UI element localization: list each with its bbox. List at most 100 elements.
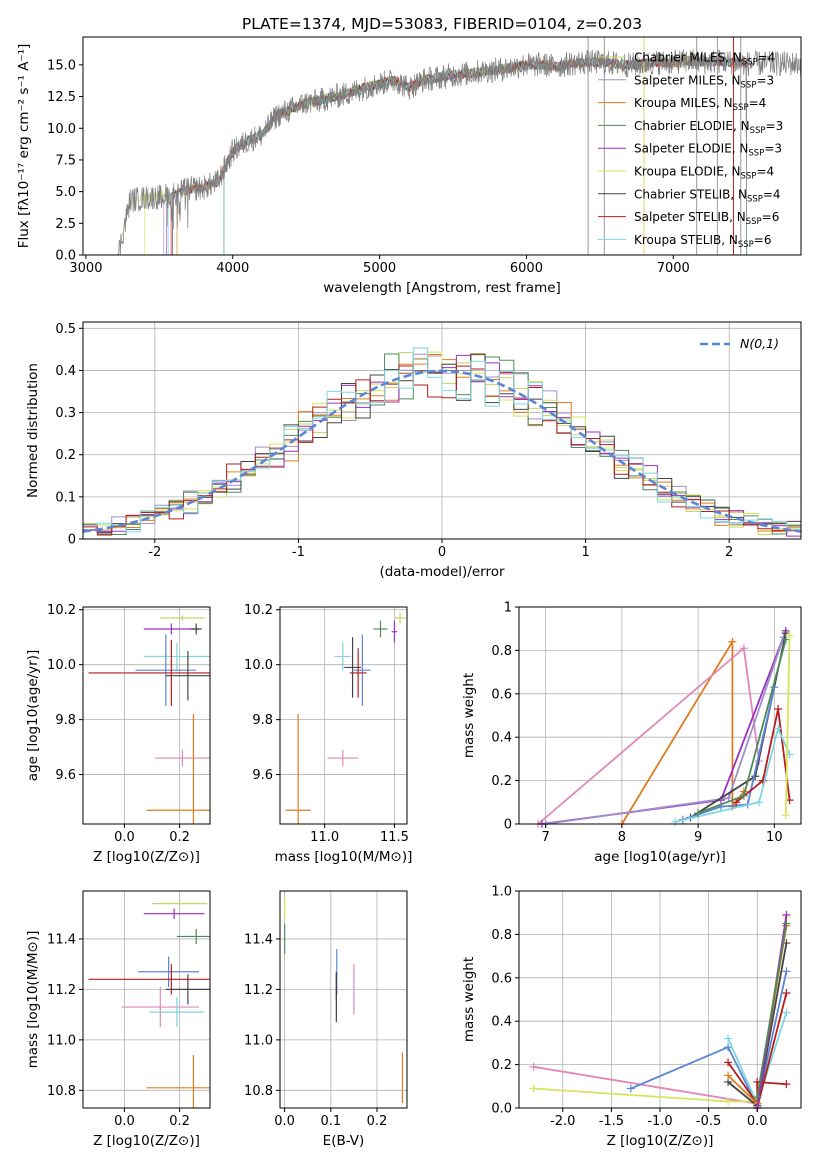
y-tick-label: 9.6 [252, 768, 273, 783]
gaussian-curve [82, 369, 802, 533]
legend-label-n: =4 [756, 165, 774, 179]
weight-marker [694, 809, 703, 818]
x-tick-label: -2 [148, 545, 161, 560]
y-tick-label: 11.2 [47, 983, 76, 998]
weight-marker [724, 1071, 733, 1080]
mass-vs-ebv-panel: 0.0 0.1 0.2 10.8 11.0 11.2 11.4 E(B-V) [244, 890, 408, 1149]
weight-line [621, 638, 745, 825]
error-bars [284, 898, 403, 1103]
weight-lines [529, 910, 791, 1112]
axes-frame: 7 8 9 10 0 0.2 0.4 0.6 0.8 1 age [log10(age/yr)] ma… [461, 601, 802, 865]
y-axis-label: Flux [fλ10⁻¹⁷ erg cm⁻² s⁻¹ A⁻¹] [16, 44, 32, 249]
legend-label-sub: SSP [738, 240, 754, 250]
axes-frame: 11.0 11.5 9.6 9.8 10.0 10.2 mass [log10(M/M⊙)] [244, 603, 412, 865]
y-tick-label: 11.4 [244, 932, 273, 947]
axes-border [82, 606, 211, 825]
axes-frame: 0.0 0.2 9.6 9.8 10.0 10.2 Z [log10(Z/Z⊙)] age [… [25, 603, 211, 865]
plot-area [88, 901, 210, 1108]
y-tick-label: 10.0 [47, 122, 76, 137]
axes-border [82, 36, 802, 256]
y-tick-label: 11.0 [47, 1033, 76, 1048]
legend-label-name: Chabrier MILES, N [634, 51, 742, 65]
x-tick-label: 0.0 [114, 830, 135, 845]
x-tick-label: 11.0 [310, 830, 339, 845]
legend-label-name: Chabrier STELIB, N [634, 187, 747, 201]
legend-label: Salpeter STELIB, NSSP=6 [634, 210, 779, 227]
plot-area [529, 910, 791, 1112]
weight-marker [724, 1097, 733, 1106]
axes-frame: 0.0 0.1 0.2 10.8 11.0 11.2 11.4 E(B-V) [244, 890, 408, 1149]
age-vs-metallicity-panel: 0.0 0.2 9.6 9.8 10.0 10.2 Z [log10(Z/Z⊙)] age [… [25, 603, 211, 865]
y-axis-label: mass [log10(M/M⊙)] [25, 931, 41, 1069]
x-tick-label: 9 [694, 830, 702, 845]
x-axis-label: age [log10(age/yr)] [594, 849, 726, 865]
mass-vs-metallicity-panel: 0.0 0.2 10.8 11.0 11.2 11.4 Z [log10(Z/Z⊙)] mas… [25, 890, 211, 1149]
weight-marker [739, 791, 748, 800]
weight-marker [724, 1034, 733, 1043]
y-tick-label: 0.2 [55, 448, 76, 463]
y-tick-label: 0.8 [491, 644, 512, 659]
x-tick-label: -1.0 [647, 1114, 672, 1129]
y-tick-label: 0.8 [491, 928, 512, 943]
plot-area: N(0,1) [82, 336, 802, 537]
weight-marker [782, 1008, 791, 1017]
plot-area [285, 612, 406, 824]
legend-label-n: =6 [754, 233, 772, 247]
weight-line [756, 923, 788, 1098]
age-vs-mass-panel: 11.0 11.5 9.6 9.8 10.0 10.2 mass [log10(M/M⊙)] [244, 603, 412, 865]
x-tick-label: 0.1 [320, 1114, 341, 1129]
y-tick-label: 10.0 [244, 658, 273, 673]
histograms: N(0,1) [82, 336, 802, 537]
legend-label-n: =4 [758, 51, 776, 65]
x-tick-label: 5000 [363, 261, 396, 276]
legend-label: Chabrier ELODIE, NSSP=3 [634, 119, 783, 136]
legend-label-sub: SSP [748, 149, 764, 159]
x-tick-label: 2 [725, 545, 733, 560]
y-tick-label: 10.8 [244, 1084, 273, 1099]
x-tick-label: 8 [618, 830, 626, 845]
y-tick-label: 0 [68, 533, 76, 548]
x-tick-label: 6000 [510, 261, 543, 276]
legend-label-name: Salpeter MILES, N [634, 73, 741, 87]
y-tick-label: 10.8 [47, 1084, 76, 1099]
plot-area [534, 626, 794, 828]
weight-line [674, 725, 791, 823]
y-axis-label: Normed distribution [25, 363, 41, 498]
legend-label-n: =4 [763, 187, 781, 201]
x-tick-label: 3000 [69, 261, 102, 276]
y-tick-label: 12.5 [47, 90, 76, 105]
legend-label: Chabrier MILES, NSSP=4 [634, 51, 775, 68]
weight-marker [782, 1080, 791, 1089]
y-tick-label: 9.8 [252, 713, 273, 728]
weight-marker [732, 798, 741, 807]
weight-marker [782, 967, 791, 976]
legend-label-sub: SSP [741, 172, 757, 182]
legend-label-n: =3 [764, 142, 782, 156]
residuals-panel: N(0,1) -2 -1 0 1 2 0 0.1 0.2 0.3 0.4 0.5 (data-model… [25, 321, 802, 580]
x-tick-label: -2.0 [550, 1114, 575, 1129]
weight-marker [724, 1058, 733, 1067]
axes-border [82, 890, 211, 1109]
axes-border [279, 606, 408, 825]
y-tick-label: 9.8 [55, 713, 76, 728]
gridlines [83, 891, 210, 1108]
weight-marker [755, 798, 764, 807]
weight-vs-age-panel: 7 8 9 10 0 0.2 0.4 0.6 0.8 1 age [log10(age/yr)] ma… [461, 601, 802, 865]
x-tick-label: 0.2 [169, 830, 190, 845]
x-axis-label: (data-model)/error [379, 564, 505, 580]
x-tick-label: 0 [438, 545, 446, 560]
y-tick-label: 0.3 [55, 406, 76, 421]
x-axis-label: Z [log10(Z/Z⊙)] [93, 849, 200, 865]
legend-label-n: =3 [766, 119, 784, 133]
y-tick-label: 0.4 [55, 364, 76, 379]
legend-label-n: =6 [762, 210, 780, 224]
x-tick-label: 10 [766, 830, 783, 845]
legend-label-n: =4 [749, 96, 767, 110]
x-tick-label: 4000 [216, 261, 249, 276]
legend-label-sub: SSP [733, 103, 749, 113]
weight-marker [529, 1062, 538, 1071]
